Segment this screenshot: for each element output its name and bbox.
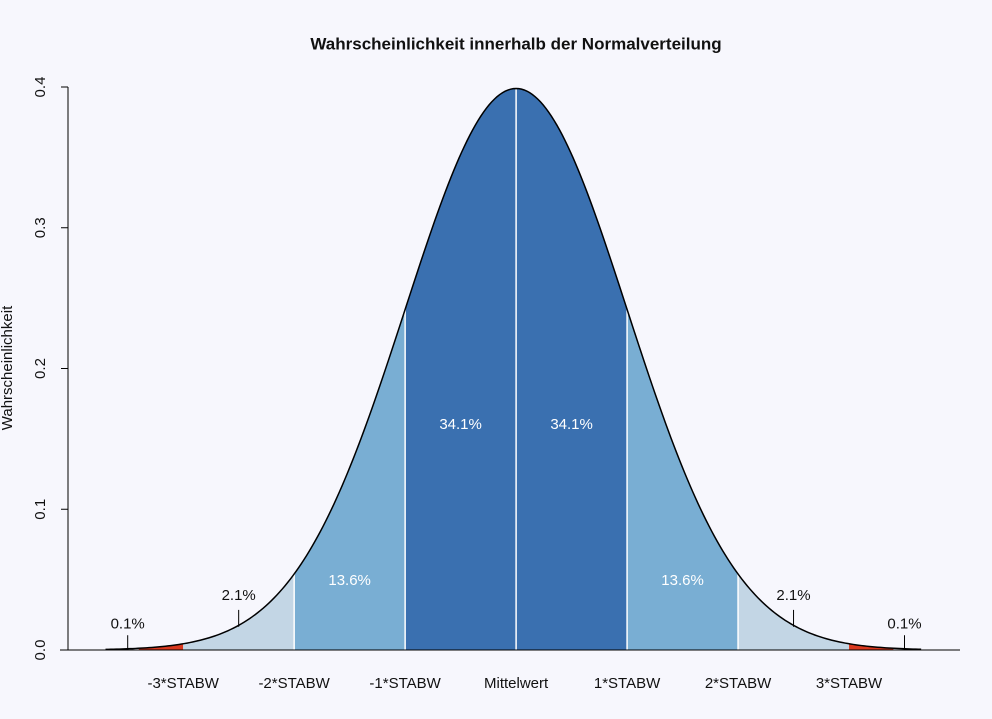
band-label: 34.1% [439, 416, 482, 433]
x-tick-label: -1*STABW [369, 675, 441, 692]
x-tick-label: Mittelwert [484, 675, 549, 692]
band [405, 88, 517, 650]
band [183, 574, 295, 650]
band-label: 0.1% [111, 616, 145, 633]
y-tick-label: 0.2 [32, 358, 49, 379]
band [516, 88, 628, 650]
y-tick-label: 0.4 [32, 77, 49, 98]
band-label: 2.1% [776, 587, 810, 604]
x-tick-label: 3*STABW [816, 675, 883, 692]
x-tick-label: -3*STABW [147, 675, 219, 692]
band-label: 2.1% [222, 587, 256, 604]
y-tick-label: 0.1 [32, 499, 49, 520]
band-label: 0.1% [887, 616, 921, 633]
band [738, 574, 850, 650]
y-tick-label: 0.0 [32, 640, 49, 661]
x-tick-label: 2*STABW [705, 675, 772, 692]
band-label: 13.6% [328, 572, 371, 589]
band-label: 34.1% [550, 416, 593, 433]
x-tick-label: -2*STABW [258, 675, 330, 692]
density-curve [105, 87, 922, 651]
y-axis-label: Wahrscheinlichkeit [0, 305, 16, 430]
band-label: 13.6% [661, 572, 704, 589]
chart-title: Wahrscheinlichkeit innerhalb der Normalv… [310, 34, 721, 53]
x-tick-label: 1*STABW [594, 675, 661, 692]
y-tick-label: 0.3 [32, 217, 49, 238]
